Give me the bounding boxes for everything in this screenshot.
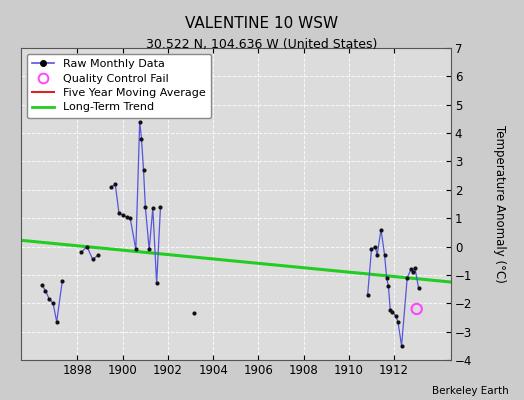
Point [49,300,57,306]
Point [111,181,119,187]
Text: VALENTINE 10 WSW: VALENTINE 10 WSW [185,16,339,31]
Point [386,307,395,314]
Point [383,274,391,281]
Point [83,243,91,250]
Point [403,274,411,281]
Point [107,184,116,190]
Point [407,266,415,272]
Point [145,246,154,252]
Point [388,308,397,315]
Point [384,283,392,290]
Point [52,318,61,325]
Point [123,214,131,220]
Point [373,252,381,258]
Point [377,226,385,233]
Point [397,343,406,349]
Point [141,204,149,210]
Point [136,118,144,125]
Point [38,282,46,288]
Point [367,246,376,252]
Point [132,246,140,252]
Point [115,209,123,216]
Point [45,296,53,302]
Y-axis label: Temperature Anomaly (°C): Temperature Anomaly (°C) [493,125,506,283]
Point [380,252,389,258]
Point [364,292,372,298]
Point [152,280,161,287]
Point [41,287,50,294]
Point [126,215,134,221]
Point [414,284,423,291]
Point [190,310,199,316]
Point [156,204,165,210]
Point [118,212,127,218]
Point [137,136,146,142]
Point [411,265,419,271]
Point [94,252,103,258]
Text: Berkeley Earth: Berkeley Earth [432,386,508,396]
Point [409,269,417,275]
Point [139,167,148,173]
Legend: Raw Monthly Data, Quality Control Fail, Five Year Moving Average, Long-Term Tren: Raw Monthly Data, Quality Control Fail, … [27,54,212,118]
Point [149,205,157,212]
Point [89,256,97,262]
Point [412,306,421,312]
Point [392,313,400,319]
Point [394,318,402,325]
Point [371,243,379,250]
Text: 30.522 N, 104.636 W (United States): 30.522 N, 104.636 W (United States) [146,38,378,51]
Point [77,249,85,256]
Point [58,277,67,284]
